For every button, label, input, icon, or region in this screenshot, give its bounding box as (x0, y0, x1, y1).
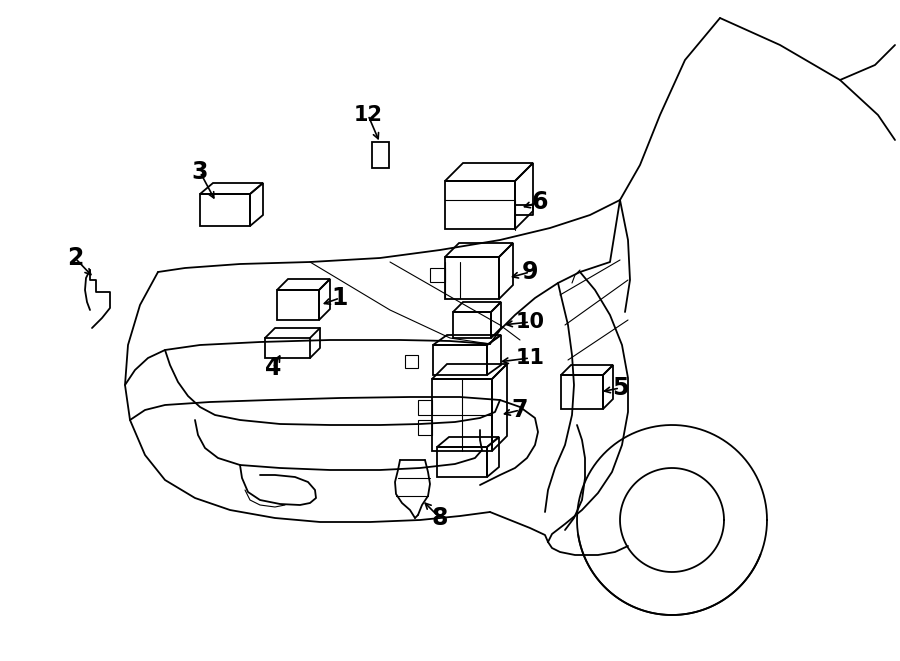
Text: 2: 2 (67, 246, 83, 270)
Text: 12: 12 (354, 105, 382, 125)
Text: 7: 7 (512, 398, 528, 422)
Text: 10: 10 (516, 312, 544, 332)
Text: 5: 5 (612, 376, 628, 400)
Text: 6: 6 (532, 190, 548, 214)
Text: 8: 8 (432, 506, 448, 530)
Text: 4: 4 (265, 356, 281, 380)
Text: 11: 11 (516, 348, 544, 368)
Text: 1: 1 (332, 286, 348, 310)
Text: 9: 9 (522, 260, 538, 284)
Text: 3: 3 (192, 160, 208, 184)
